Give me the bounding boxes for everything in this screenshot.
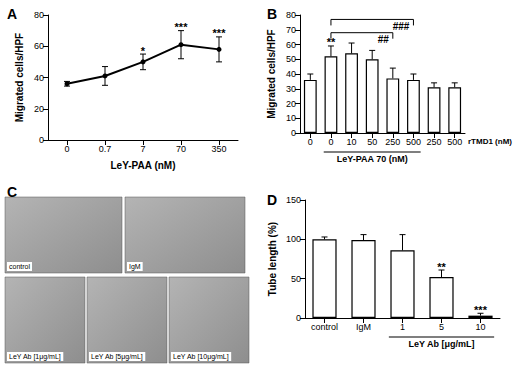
svg-text:B: B [267, 6, 277, 22]
svg-text:D: D [267, 192, 277, 208]
svg-text:5: 5 [439, 322, 444, 332]
svg-text:***: *** [175, 21, 189, 33]
svg-text:Migrated cells/HPF: Migrated cells/HPF [266, 29, 277, 118]
svg-text:100: 100 [286, 234, 301, 244]
svg-text:0.7: 0.7 [99, 144, 112, 154]
svg-text:control: control [9, 263, 30, 270]
svg-text:7: 7 [140, 144, 145, 154]
svg-text:0: 0 [39, 135, 44, 145]
svg-text:50: 50 [291, 274, 301, 284]
svg-text:30: 30 [286, 84, 296, 94]
svg-text:C: C [7, 184, 17, 200]
svg-text:LeY Ab [1μg/mL]: LeY Ab [1μg/mL] [9, 353, 61, 361]
svg-text:10: 10 [286, 113, 296, 123]
svg-text:80: 80 [286, 10, 296, 20]
svg-text:60: 60 [34, 41, 44, 51]
svg-text:LeY-PAA (nM): LeY-PAA (nM) [111, 160, 176, 171]
svg-text:40: 40 [286, 69, 296, 79]
svg-text:0: 0 [64, 144, 69, 154]
svg-text:LeY Ab [μg/mL]: LeY Ab [μg/mL] [408, 339, 474, 349]
svg-text:LeY-PAA 70 (nM): LeY-PAA 70 (nM) [337, 154, 408, 164]
svg-text:20: 20 [286, 99, 296, 109]
svg-text:0: 0 [328, 137, 333, 147]
svg-text:50: 50 [286, 54, 296, 64]
svg-text:10: 10 [347, 137, 357, 147]
svg-text:500: 500 [447, 137, 462, 147]
svg-text:***: *** [474, 304, 488, 316]
svg-text:150: 150 [286, 195, 301, 205]
svg-text:0: 0 [291, 128, 296, 138]
svg-text:IgM: IgM [356, 322, 371, 332]
svg-text:Migrated cells/HPF: Migrated cells/HPF [14, 33, 25, 122]
svg-text:20: 20 [34, 104, 44, 114]
svg-text:250: 250 [385, 137, 400, 147]
svg-text:LeY Ab [10μg/mL]: LeY Ab [10μg/mL] [173, 353, 229, 361]
svg-text:0: 0 [296, 313, 301, 323]
svg-text:40: 40 [34, 73, 44, 83]
svg-text:60: 60 [286, 40, 296, 50]
svg-text:70: 70 [286, 25, 296, 35]
svg-text:control: control [311, 322, 338, 332]
svg-text:rTMD1 (nM): rTMD1 (nM) [468, 137, 512, 146]
svg-text:A: A [7, 6, 17, 22]
svg-text:1: 1 [400, 322, 405, 332]
svg-text:##: ## [378, 34, 390, 45]
svg-text:10: 10 [475, 322, 485, 332]
svg-text:IgM: IgM [129, 263, 141, 271]
svg-text:70: 70 [176, 144, 186, 154]
svg-text:50: 50 [367, 137, 377, 147]
svg-text:LeY Ab [5μg/mL]: LeY Ab [5μg/mL] [91, 353, 143, 361]
svg-text:350: 350 [211, 144, 226, 154]
svg-text:Tube length (%): Tube length (%) [267, 222, 278, 296]
svg-text:###: ### [393, 21, 410, 32]
svg-text:***: *** [213, 27, 227, 39]
svg-text:0: 0 [308, 137, 313, 147]
svg-text:*: * [141, 45, 146, 57]
svg-text:**: ** [437, 261, 446, 273]
svg-text:250: 250 [427, 137, 442, 147]
svg-text:500: 500 [406, 137, 421, 147]
svg-text:80: 80 [34, 10, 44, 20]
